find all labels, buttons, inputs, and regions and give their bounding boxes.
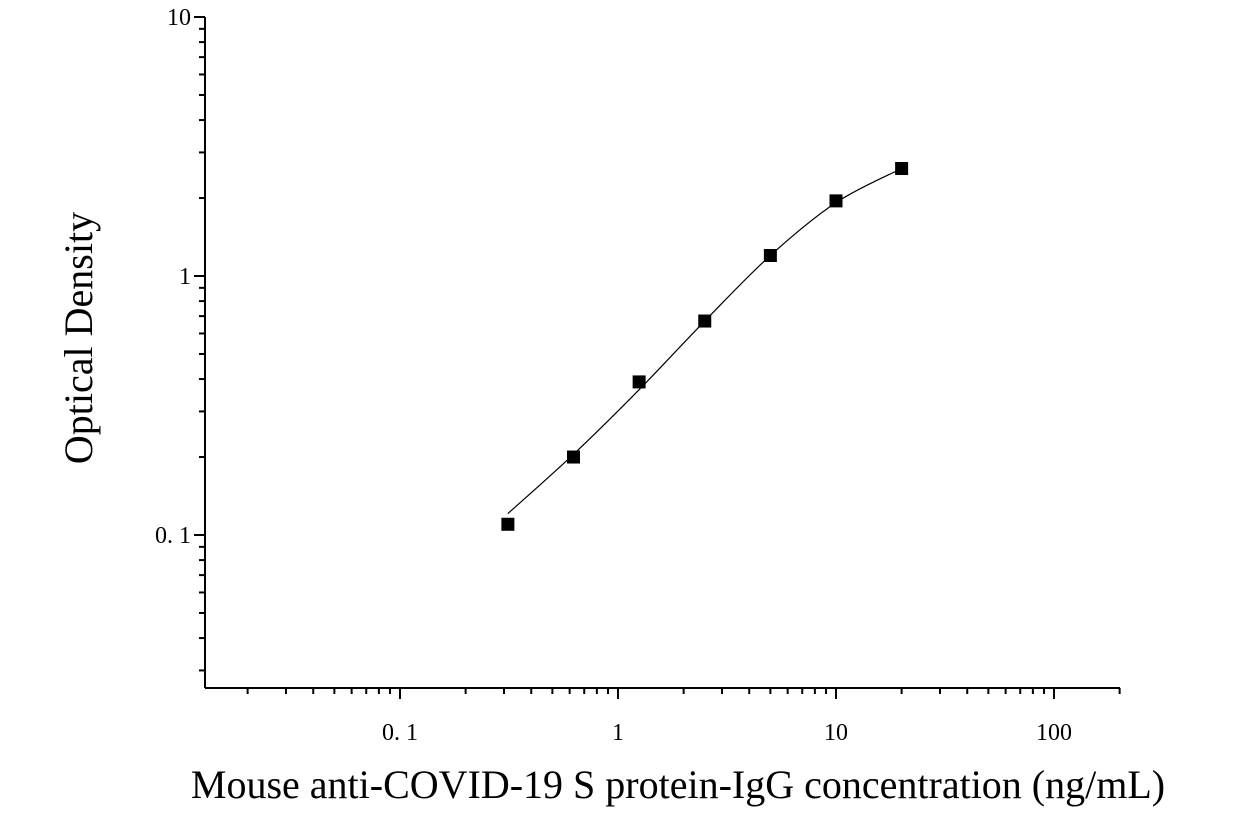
labels-layer: 0. 1 1 10 100 0. 1 1 10 bbox=[155, 5, 1072, 746]
axes-layer bbox=[204, 17, 1120, 689]
x-axis-title: Mouse anti-COVID-19 S protein-IgG concen… bbox=[191, 762, 1165, 807]
fit-curve bbox=[507, 167, 902, 515]
data-point-marker bbox=[501, 517, 515, 531]
data-point-marker bbox=[829, 194, 843, 208]
data-point-marker bbox=[632, 375, 646, 389]
data-point-marker bbox=[567, 450, 581, 464]
x-tick-label: 1 bbox=[612, 720, 624, 746]
x-tick-label: 100 bbox=[1036, 720, 1072, 746]
curve-layer bbox=[507, 167, 902, 515]
data-point-marker bbox=[763, 248, 777, 262]
points-layer bbox=[501, 162, 909, 531]
y-tick-label: 1 bbox=[179, 264, 191, 290]
data-point-marker bbox=[698, 314, 712, 328]
x-tick-label: 10 bbox=[824, 720, 848, 746]
y-tick-label: 10 bbox=[167, 5, 191, 31]
ticks-layer bbox=[194, 16, 1121, 699]
y-axis-title: Optical Density bbox=[56, 212, 101, 464]
x-tick-label: 0. 1 bbox=[382, 720, 418, 746]
y-tick-label: 0. 1 bbox=[155, 523, 191, 549]
data-point-marker bbox=[895, 162, 909, 176]
